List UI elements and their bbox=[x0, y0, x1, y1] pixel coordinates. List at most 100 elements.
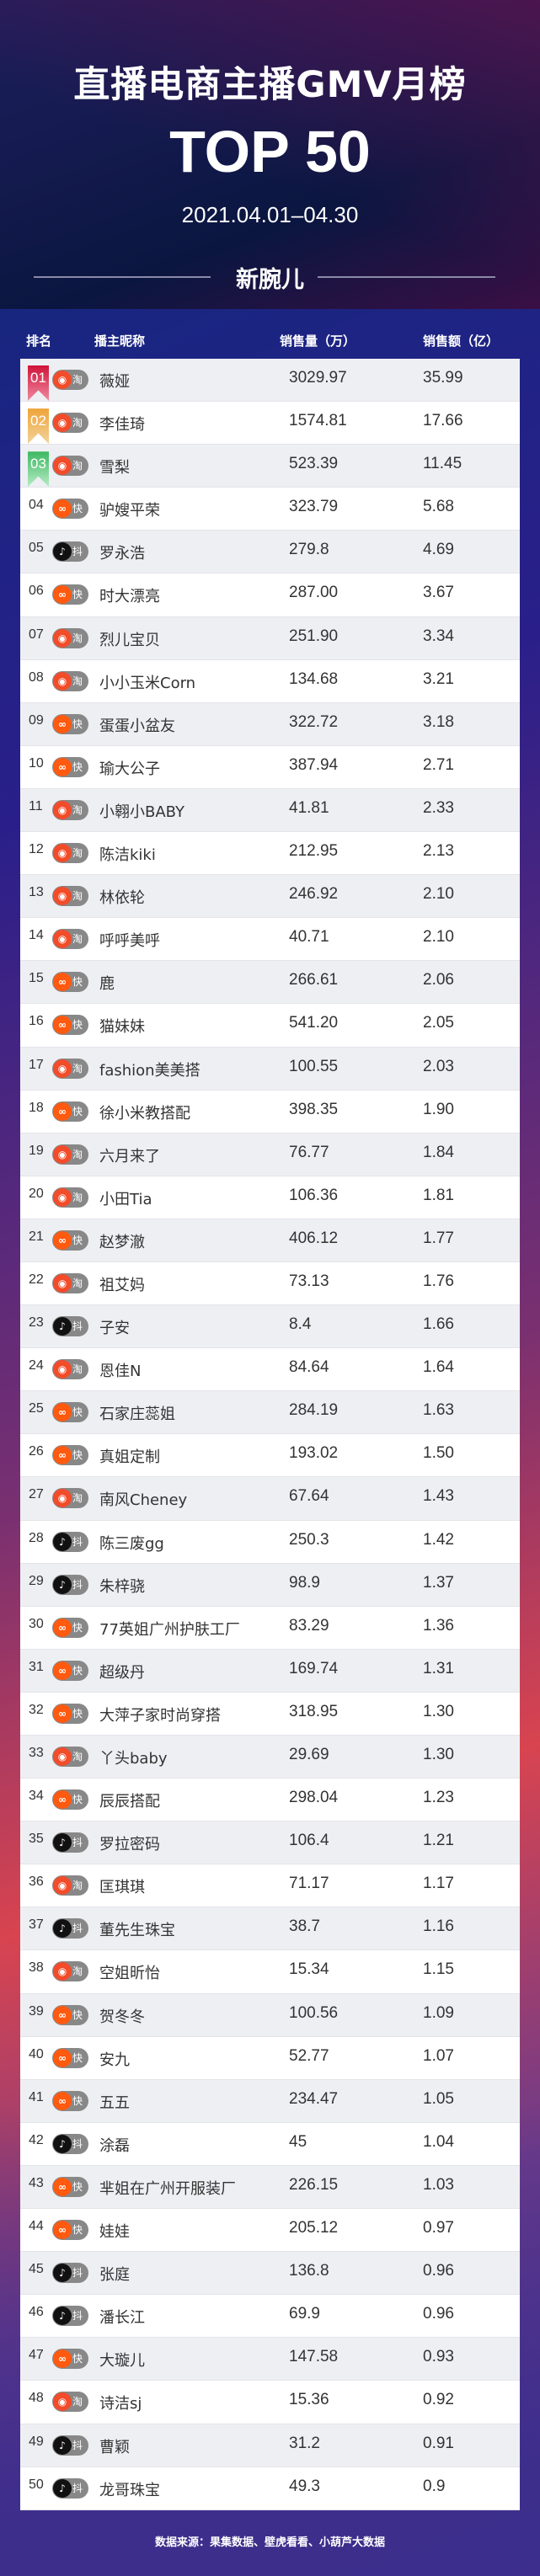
taobao-live-icon: ◉ bbox=[53, 1187, 72, 1207]
rank-number: 01 bbox=[30, 370, 46, 386]
table-row: 08 ◉ 淘 小小玉米Corn 134.68 3.21 bbox=[20, 659, 520, 703]
taobao-live-icon: ◉ bbox=[53, 456, 72, 476]
platform-badge: ◉ 淘 bbox=[52, 886, 88, 907]
sales-volume: 226.15 bbox=[289, 2175, 339, 2194]
kuaishou-icon: ∞ bbox=[53, 973, 72, 992]
taobao-live-icon: ◉ bbox=[53, 628, 72, 648]
streamer-name: 时大漂亮 bbox=[99, 588, 160, 606]
column-header-rank: 排名 bbox=[26, 333, 52, 349]
platform-badge: ∞ 快 bbox=[52, 1703, 88, 1724]
platform-badge: ◉ 淘 bbox=[52, 627, 88, 648]
platform-label: 淘 bbox=[72, 933, 83, 946]
table-row: 04 ∞ 快 驴嫂平荣 323.79 5.68 bbox=[20, 488, 520, 531]
sales-amount: 0.92 bbox=[423, 2391, 454, 2409]
platform-badge: ◉ 淘 bbox=[52, 799, 88, 820]
table-row: 12 ◉ 淘 陈洁kiki 212.95 2.13 bbox=[20, 832, 520, 876]
taobao-live-icon: ◉ bbox=[53, 1489, 72, 1508]
douyin-icon: ♪ bbox=[53, 1317, 72, 1336]
table-row: 19 ◉ 淘 六月来了 76.77 1.84 bbox=[20, 1133, 520, 1176]
platform-badge: ∞ 快 bbox=[52, 2220, 88, 2241]
sales-amount: 2.71 bbox=[423, 755, 454, 774]
streamer-name: 李佳琦 bbox=[99, 416, 145, 435]
platform-badge: ♪ 抖 bbox=[52, 541, 88, 563]
table-row: 01 ◉ 淘 薇娅 3029.97 35.99 bbox=[20, 359, 520, 403]
taobao-live-icon: ◉ bbox=[53, 413, 72, 433]
streamer-name: 五五 bbox=[99, 2093, 130, 2112]
platform-label: 淘 bbox=[72, 847, 83, 860]
table-row: 36 ◉ 淘 匡琪琪 71.17 1.17 bbox=[20, 1864, 520, 1908]
platform-label: 快 bbox=[72, 1621, 83, 1634]
sales-amount: 1.09 bbox=[423, 2003, 454, 2022]
platform-label: 快 bbox=[72, 2224, 83, 2237]
streamer-name: 丫头baby bbox=[99, 1750, 168, 1768]
divider-left bbox=[34, 276, 211, 278]
kuaishou-icon: ∞ bbox=[53, 1704, 72, 1723]
taobao-live-icon: ◉ bbox=[53, 1273, 72, 1293]
douyin-icon: ♪ bbox=[53, 1833, 72, 1853]
streamer-name: 大璇儿 bbox=[99, 2352, 145, 2371]
rank-number: 23 bbox=[29, 1315, 44, 1331]
table-row: 39 ∞ 快 贺冬冬 100.56 1.09 bbox=[20, 1993, 520, 2037]
sales-amount: 1.76 bbox=[423, 1272, 454, 1290]
sales-volume: 246.92 bbox=[289, 885, 339, 904]
platform-badge: ♪ 抖 bbox=[52, 2263, 88, 2284]
rank-number: 43 bbox=[29, 2175, 44, 2190]
rank-number: 25 bbox=[29, 1401, 44, 1416]
table-row: 48 ◉ 淘 诗洁sj 15.36 0.92 bbox=[20, 2381, 520, 2424]
streamer-name: 林依轮 bbox=[99, 889, 145, 908]
rank-number: 18 bbox=[29, 1100, 44, 1115]
platform-badge: ◉ 淘 bbox=[52, 2392, 88, 2413]
table-row: 05 ♪ 抖 罗永浩 279.8 4.69 bbox=[20, 531, 520, 574]
sales-volume: 406.12 bbox=[289, 1229, 339, 1247]
rank-number: 29 bbox=[29, 1573, 44, 1588]
rank-number: 06 bbox=[29, 584, 44, 599]
streamer-name: 董先生珠宝 bbox=[99, 1922, 175, 1940]
sales-volume: 298.04 bbox=[289, 1789, 339, 1807]
sales-volume: 541.20 bbox=[289, 1014, 339, 1032]
platform-label: 淘 bbox=[72, 1492, 83, 1505]
sales-volume: 523.39 bbox=[289, 455, 339, 473]
table-row: 14 ◉ 淘 呼呼美呼 40.71 2.10 bbox=[20, 918, 520, 962]
streamer-name: 六月来了 bbox=[99, 1147, 160, 1165]
rank-number: 11 bbox=[29, 798, 43, 813]
platform-badge: ∞ 快 bbox=[52, 2349, 88, 2370]
platform-label: 快 bbox=[72, 1019, 83, 1032]
table-row: 33 ◉ 淘 丫头baby 29.69 1.30 bbox=[20, 1736, 520, 1779]
sales-amount: 1.03 bbox=[423, 2175, 454, 2194]
platform-label: 抖 bbox=[72, 2137, 83, 2150]
sales-amount: 2.10 bbox=[423, 885, 454, 904]
taobao-live-icon: ◉ bbox=[53, 930, 72, 949]
platform-label: 快 bbox=[72, 1794, 83, 1806]
sales-volume: 106.36 bbox=[289, 1186, 339, 1204]
table-row: 42 ♪ 抖 涂磊 45 1.04 bbox=[20, 2122, 520, 2166]
sales-amount: 1.64 bbox=[423, 1358, 454, 1377]
platform-badge: ◉ 淘 bbox=[52, 929, 88, 950]
taobao-live-icon: ◉ bbox=[53, 1962, 72, 1981]
sales-volume: 106.4 bbox=[289, 1832, 329, 1850]
sales-amount: 1.81 bbox=[423, 1186, 454, 1204]
kuaishou-icon: ∞ bbox=[53, 1790, 72, 1810]
streamer-name: 子安 bbox=[99, 1320, 130, 1338]
sales-volume: 38.7 bbox=[289, 1917, 320, 1936]
platform-label: 快 bbox=[72, 589, 83, 601]
rank-number: 28 bbox=[29, 1530, 44, 1545]
douyin-icon: ♪ bbox=[53, 1575, 72, 1594]
sales-volume: 41.81 bbox=[289, 798, 329, 817]
table-row: 18 ∞ 快 徐小米教搭配 398.35 1.90 bbox=[20, 1090, 520, 1133]
douyin-icon: ♪ bbox=[53, 2478, 72, 2498]
rank-number: 40 bbox=[29, 2046, 44, 2061]
table-row: 20 ◉ 淘 小田Tia 106.36 1.81 bbox=[20, 1176, 520, 1219]
kuaishou-icon: ∞ bbox=[53, 2048, 72, 2067]
platform-label: 淘 bbox=[72, 1277, 83, 1289]
platform-label: 快 bbox=[72, 2051, 83, 2064]
rank-number: 27 bbox=[29, 1487, 44, 1502]
platform-badge: ∞ 快 bbox=[52, 1617, 88, 1638]
sales-amount: 11.45 bbox=[423, 455, 462, 473]
rank-number: 44 bbox=[29, 2219, 44, 2234]
platform-label: 快 bbox=[72, 976, 83, 989]
rank-number: 36 bbox=[29, 1875, 44, 1890]
platform-badge: ♪ 抖 bbox=[52, 1316, 88, 1337]
streamer-name: 龙哥珠宝 bbox=[99, 2481, 160, 2499]
rank-number: 10 bbox=[29, 755, 44, 771]
douyin-icon: ♪ bbox=[53, 1919, 72, 1939]
